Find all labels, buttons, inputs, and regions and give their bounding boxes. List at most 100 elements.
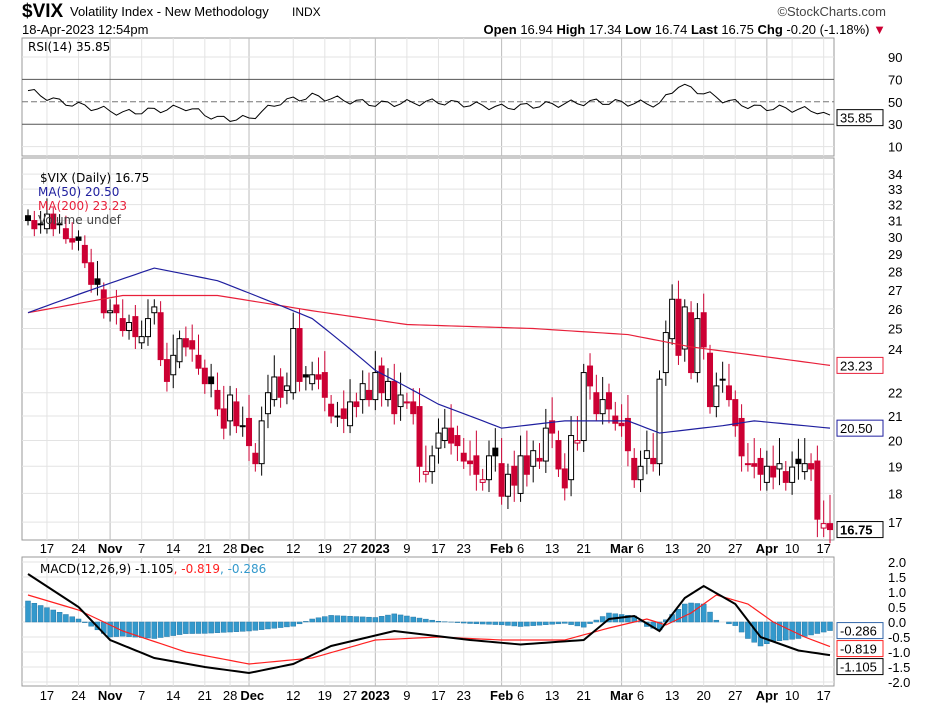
- x-tick-label: 24: [71, 541, 85, 556]
- macd-histogram-bar: [814, 621, 821, 634]
- price-y-tick: 24: [888, 342, 902, 357]
- macd-histogram-bar: [524, 621, 530, 627]
- candle-body: [467, 460, 474, 465]
- macd-histogram-bar: [214, 621, 221, 633]
- candle-body: [119, 318, 126, 332]
- x-tick-label: 6: [517, 688, 524, 703]
- macd-histogram-bar: [486, 621, 492, 625]
- candle-body: [700, 312, 707, 348]
- candle-body: [403, 401, 410, 404]
- macd-histogram-bar: [801, 621, 808, 637]
- candle-body: [555, 440, 562, 470]
- macd-hist-last-label-box: [836, 622, 884, 640]
- candle-body: [347, 401, 354, 427]
- candle-body: [321, 372, 328, 398]
- price-y-tick: 18: [888, 486, 902, 501]
- macd-y-tick: -2.0: [888, 675, 910, 690]
- macd-signal-line: [27, 594, 831, 665]
- macd-histogram-bar: [372, 617, 379, 623]
- macd-histogram-bar: [675, 609, 682, 623]
- candle-body: [744, 463, 751, 466]
- candle-body: [170, 354, 177, 376]
- macd-histogram-bar: [587, 621, 593, 624]
- candle-body: [738, 417, 745, 457]
- candle-body: [271, 376, 278, 401]
- ma200-last-label-box: [836, 356, 884, 374]
- candle-body: [624, 417, 631, 452]
- candle-body: [56, 223, 63, 226]
- candle-body: [763, 465, 770, 483]
- candle-body: [650, 457, 657, 465]
- macd-histogram-bar: [580, 621, 587, 628]
- candle-body: [214, 389, 221, 410]
- macd-histogram-bar: [827, 621, 833, 631]
- macd-histogram-bar: [416, 617, 423, 623]
- symbol: $VIX: [22, 1, 64, 22]
- candle-body: [296, 328, 303, 382]
- exchange: INDX: [292, 5, 321, 19]
- x-tick-label: 13: [545, 688, 559, 703]
- candle-body: [43, 213, 50, 230]
- candle-body: [561, 468, 568, 489]
- x-tick-label: 23: [456, 541, 470, 556]
- x-tick-label: Nov: [98, 541, 123, 556]
- candle-body: [239, 425, 246, 428]
- rsi-y-tick: 50: [888, 95, 902, 110]
- macd-y-tick: 1.5: [888, 570, 906, 585]
- macd-histogram-bar: [625, 615, 631, 623]
- macd-histogram-bar: [227, 621, 233, 633]
- macd-y-tick: 1.0: [888, 585, 906, 600]
- price-legend: $VIX (Daily) 16.75: [40, 171, 149, 185]
- macd-histogram-bar: [309, 618, 315, 623]
- macd-histogram-bar: [145, 621, 151, 639]
- x-tick-label: 12: [286, 541, 300, 556]
- macd-histogram-bar: [303, 621, 309, 623]
- macd-histogram-bar: [536, 621, 543, 626]
- macd-histogram-bar: [56, 612, 63, 623]
- price-y-tick: 31: [888, 214, 902, 229]
- candle-body: [530, 450, 537, 467]
- macd-histogram-bar: [31, 603, 38, 623]
- macd-histogram-bar: [562, 621, 568, 624]
- high-value: 17.34: [589, 22, 622, 37]
- low-label: Low: [625, 22, 652, 37]
- candle-body: [517, 455, 524, 494]
- candle-body: [435, 432, 442, 449]
- candle-body: [429, 455, 436, 473]
- macd-histogram-bar: [776, 621, 783, 641]
- x-tick-label: Mar: [610, 688, 633, 703]
- rsi-y-tick: 10: [888, 140, 902, 155]
- candle-body: [808, 463, 815, 470]
- candle-body: [688, 312, 695, 374]
- candle-body: [757, 457, 764, 475]
- macd-last-label: -1.105: [840, 660, 877, 675]
- macd-histogram-bar: [271, 621, 278, 629]
- candle-body: [50, 213, 57, 230]
- x-tick-label: 13: [545, 541, 559, 556]
- macd-histogram-bar: [69, 616, 75, 623]
- candle-body: [378, 365, 385, 394]
- chg-label: Chg: [758, 22, 783, 37]
- candle-body: [713, 385, 720, 408]
- macd-legend-line: MACD(12,26,9) -1.105: [40, 562, 174, 576]
- macd-y-tick: 0.0: [888, 615, 906, 630]
- candle-body: [568, 435, 575, 481]
- candle-body: [391, 380, 398, 415]
- candle-body: [707, 352, 714, 408]
- macd-hist-last-label: -0.286: [840, 624, 877, 639]
- macd-histogram-bar: [233, 621, 240, 632]
- x-tick-label: Apr: [756, 688, 778, 703]
- candle-body: [397, 394, 404, 408]
- macd-histogram-bar: [170, 621, 176, 636]
- x-tick-label: 17: [816, 541, 830, 556]
- macd-histogram-bar: [682, 603, 688, 623]
- x-tick-label: 27: [343, 688, 357, 703]
- x-tick-label: Dec: [240, 541, 264, 556]
- candle-body: [37, 223, 44, 226]
- macd-histogram-bar: [322, 616, 328, 623]
- x-tick-label: 14: [166, 688, 180, 703]
- macd-histogram-bar: [404, 615, 410, 623]
- x-tick-label: 7: [138, 541, 145, 556]
- candle-body: [492, 447, 499, 457]
